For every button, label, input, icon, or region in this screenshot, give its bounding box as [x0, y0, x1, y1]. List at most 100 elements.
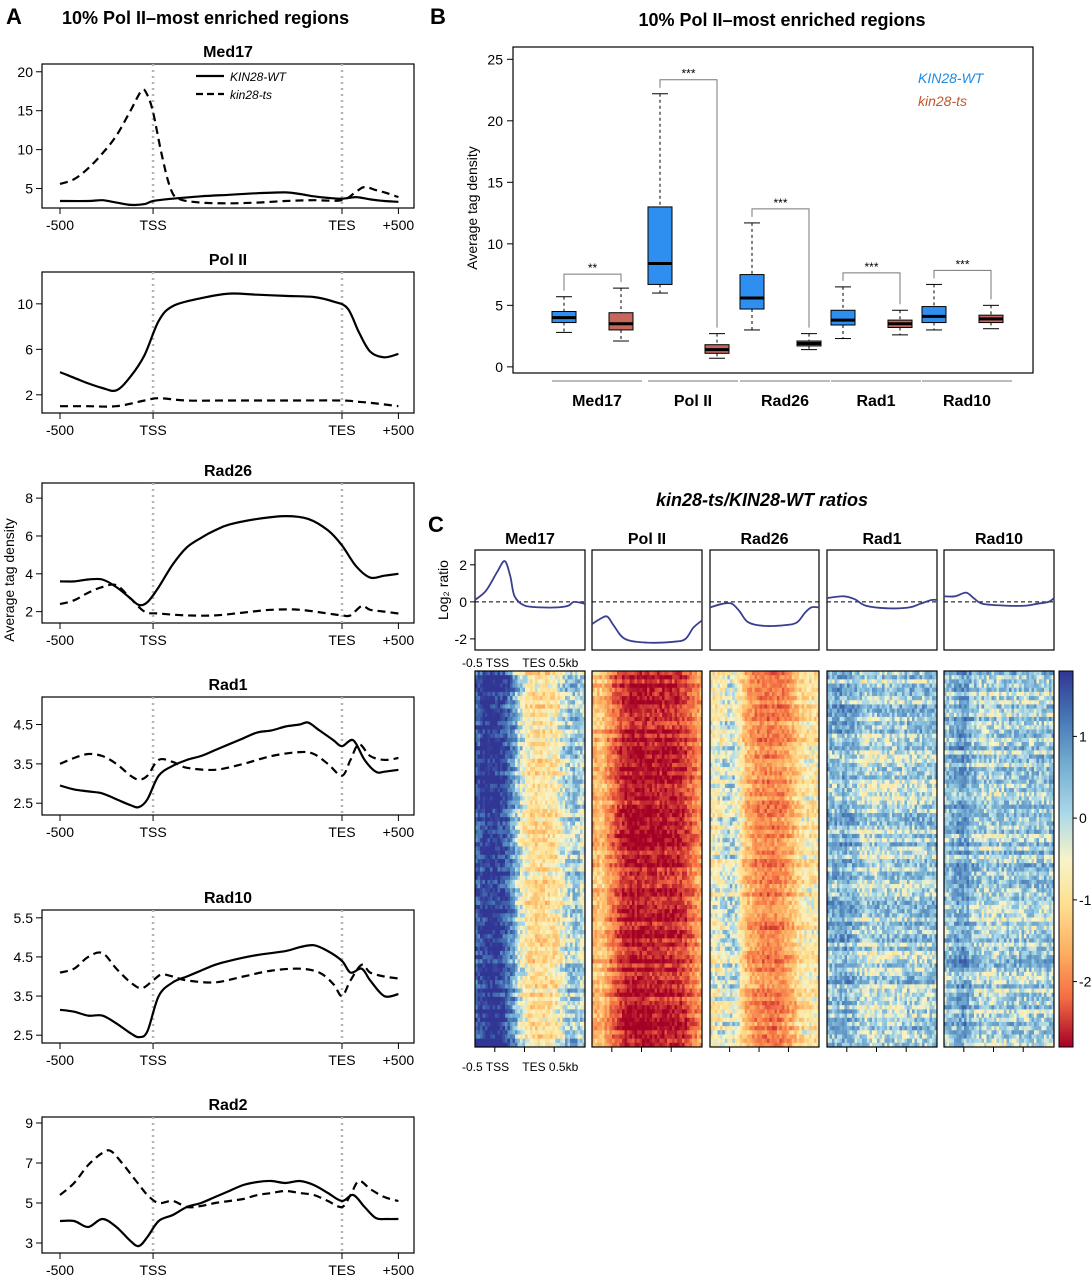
heatmap-cell	[487, 696, 491, 701]
heatmap-cell	[649, 696, 653, 701]
heatmap-cell	[672, 704, 675, 709]
heatmap-cell	[570, 737, 573, 743]
heatmap-cell	[599, 675, 603, 680]
heatmap-cell	[502, 888, 506, 893]
heatmap-cell	[482, 996, 486, 1002]
heatmap-cell	[577, 955, 581, 960]
heatmap-cell	[482, 959, 486, 964]
heatmap-cell	[557, 767, 561, 772]
heatmap-cell	[490, 896, 493, 902]
heatmap-cell	[672, 675, 675, 680]
heatmap-cell	[572, 975, 576, 981]
plot-frame	[41, 909, 415, 1044]
heatmap-cell	[557, 804, 561, 810]
heatmap-cell	[532, 767, 536, 772]
heatmap-cell	[532, 975, 536, 981]
heatmap-cell	[547, 737, 551, 743]
heatmap-cell	[562, 980, 566, 985]
heatmap-cell	[512, 896, 516, 902]
heatmap-cell	[522, 850, 526, 856]
heatmap-cell	[527, 838, 531, 843]
heatmap-cell	[545, 850, 548, 856]
heatmap-cell	[482, 779, 486, 785]
heatmap-cell	[567, 671, 571, 676]
heatmap-cell	[580, 783, 583, 789]
heatmap-cell	[624, 704, 628, 709]
heatmap-cell	[582, 808, 586, 814]
heatmap-cell	[487, 917, 491, 923]
heatmap-cell	[480, 925, 483, 931]
heatmap-cell	[612, 712, 615, 718]
heatmap-cell	[515, 955, 518, 960]
heatmap-cell	[530, 892, 533, 897]
heatmap-cell	[502, 1013, 506, 1019]
heatmap-cell	[542, 1017, 546, 1023]
heatmap-cell	[515, 863, 518, 868]
heatmap-cell	[522, 825, 526, 831]
heatmap-cell	[547, 687, 551, 693]
heatmap-cell	[477, 716, 481, 722]
heatmap-cell	[505, 838, 508, 843]
heatmap-cell	[487, 938, 491, 943]
heatmap-cell	[502, 712, 506, 718]
heatmap-cell	[497, 967, 501, 973]
heatmap-cell	[535, 896, 538, 902]
heatmap-cell	[627, 683, 630, 689]
heatmap-cell	[692, 712, 695, 718]
heatmap-cell	[492, 925, 496, 931]
heatmap-cell	[500, 796, 503, 801]
heatmap-cell	[555, 821, 558, 826]
heatmap-cell	[527, 1005, 531, 1010]
heatmap-cell	[520, 821, 523, 826]
heatmap-cell	[532, 1021, 536, 1027]
heatmap-cell	[652, 675, 655, 680]
heatmap-cell	[582, 925, 586, 931]
heatmap-cell	[492, 813, 496, 818]
heatmap-cell	[565, 980, 568, 985]
heatmap-cell	[577, 884, 581, 889]
heatmap-cell	[545, 716, 548, 722]
heatmap-cell	[540, 800, 543, 806]
heatmap-cell	[522, 909, 526, 914]
heatmap-cell	[567, 700, 571, 705]
heatmap-cell	[550, 975, 553, 981]
heatmap-cell	[597, 671, 600, 676]
heatmap-cell	[520, 942, 523, 948]
heatmap-cell	[495, 746, 498, 751]
heatmap-cell	[510, 833, 513, 839]
heatmap-cell	[560, 792, 563, 797]
heatmap-cell	[510, 980, 513, 985]
heatmap-cell	[487, 863, 491, 868]
heatmap-cell	[567, 980, 571, 985]
heatmap-cell	[692, 733, 695, 739]
heatmap-cell	[517, 833, 521, 839]
heatmap-cell	[565, 833, 568, 839]
heatmap-cell	[517, 971, 521, 977]
heatmap-cell	[487, 934, 491, 939]
heatmap-cell	[692, 700, 695, 705]
heatmap-cell	[505, 1005, 508, 1010]
heatmap-cell	[582, 796, 586, 801]
heatmap-cell	[649, 725, 653, 730]
heatmap-cell	[520, 787, 523, 793]
heatmap-cell	[487, 871, 491, 877]
heatmap-cell	[657, 675, 660, 680]
heatmap-cell	[617, 691, 620, 697]
heatmap-cell	[512, 758, 516, 764]
heatmap-cell	[545, 696, 548, 701]
heatmap-cell	[520, 838, 523, 843]
heatmap-cell	[487, 737, 491, 743]
heatmap-cell	[552, 700, 556, 705]
heatmap-cell	[515, 704, 518, 709]
heatmap-cell	[555, 904, 558, 910]
heatmap-cell	[505, 729, 508, 735]
heatmap-cell	[517, 930, 521, 935]
heatmap-cell	[552, 884, 556, 889]
heatmap-cell	[575, 850, 578, 856]
heatmap-cell	[572, 984, 576, 989]
heatmap-cell	[505, 787, 508, 793]
heatmap-cell	[475, 1009, 478, 1014]
heatmap-cell	[530, 888, 533, 893]
heatmap-cell	[517, 896, 521, 902]
